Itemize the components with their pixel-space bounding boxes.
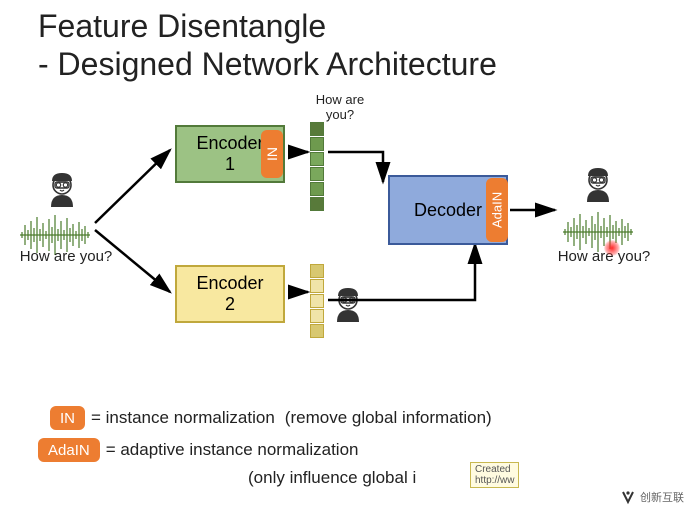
encoder1-out-label: How are you? (300, 92, 380, 122)
input-label: How are you? (16, 248, 116, 265)
in-tag: IN (261, 130, 283, 178)
created-box: Created http://ww (470, 462, 519, 488)
title-line1: Feature Disentangle (38, 8, 326, 45)
legend-adain-tag: AdaIN (38, 438, 100, 462)
encoder2-box: Encoder 2 (175, 265, 285, 323)
title-line2: - Designed Network Architecture (38, 46, 497, 83)
legend-in-tag: IN (50, 406, 85, 430)
output-person-icon (587, 168, 609, 202)
encoder1-vector (310, 122, 326, 211)
legend-in: IN = instance normalization (remove glob… (50, 406, 492, 430)
legend-in-text: = instance normalization (91, 408, 275, 428)
encoder2-person-icon (337, 288, 359, 322)
legend-adain-text: = adaptive instance normalization (106, 440, 359, 460)
input-person-icon (51, 173, 73, 207)
adain-tag: AdaIN (486, 178, 508, 242)
watermark: 创新互联 (618, 488, 686, 506)
output-wave-icon (563, 212, 633, 252)
laser-pointer-icon (604, 240, 620, 256)
legend-in-note: (remove global information) (285, 408, 492, 428)
encoder2-vector (310, 264, 326, 338)
legend-adain: AdaIN = adaptive instance normalization (38, 438, 359, 462)
watermark-logo-icon (620, 489, 636, 505)
legend-adain-note: (only influence global i (248, 468, 416, 488)
